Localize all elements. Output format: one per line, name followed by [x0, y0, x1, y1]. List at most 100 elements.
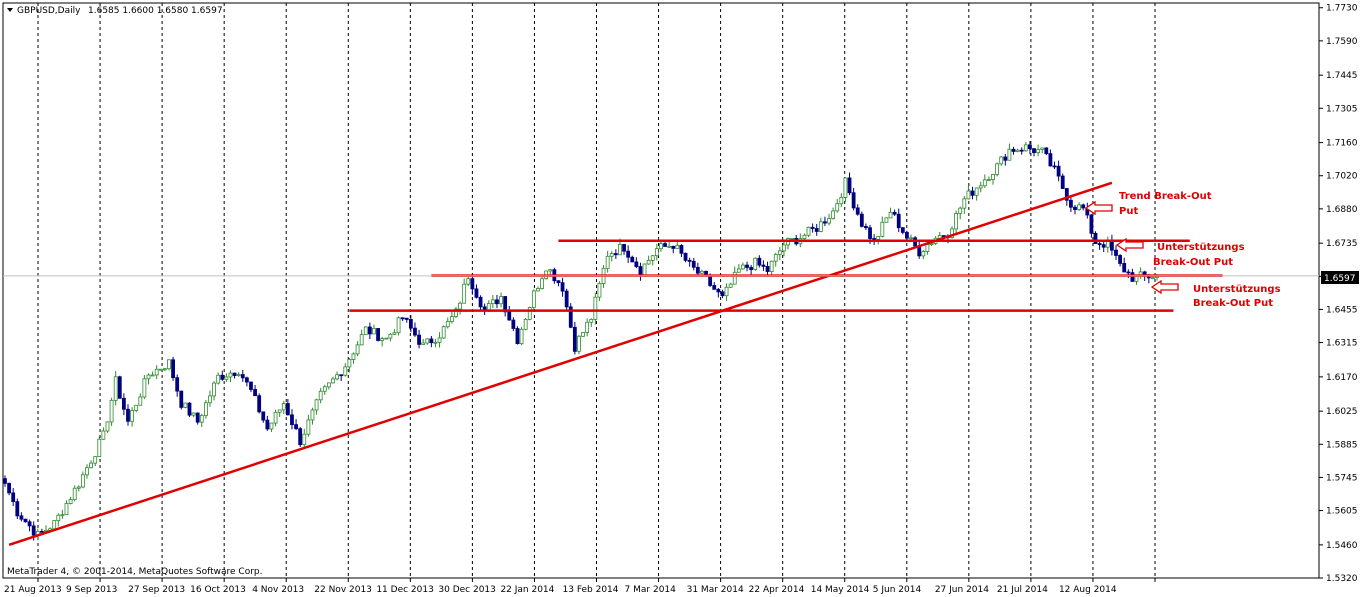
- candle-5: [23, 518, 28, 523]
- x-tick-label-2: 27 Sep 2013: [128, 585, 185, 595]
- candle-255: [1048, 149, 1053, 167]
- candle-115: [474, 284, 479, 299]
- x-tick-label-8: 22 Jan 2014: [500, 585, 554, 595]
- candle-176: [724, 283, 729, 301]
- candle-66: [273, 409, 278, 427]
- candle-195: [802, 233, 807, 240]
- candle-84: [347, 358, 352, 373]
- candle-141: [581, 332, 585, 338]
- y-tick-label-5: 1.7020: [1326, 172, 1358, 182]
- candle-245: [1007, 143, 1012, 161]
- candle-164: [675, 241, 680, 249]
- annotation-3-line2: Break-Out Put: [1193, 298, 1273, 309]
- candle-70: [290, 409, 294, 430]
- candle-6: [27, 519, 32, 532]
- y-tick-label-15: 1.5605: [1326, 507, 1358, 517]
- candle-170: [700, 269, 704, 274]
- y-tick-label-10: 1.6315: [1326, 339, 1358, 349]
- candle-263: [1081, 203, 1086, 211]
- candle-133: [548, 269, 553, 275]
- x-tick-label-12: 22 Apr 2014: [749, 585, 805, 595]
- candle-76: [314, 398, 319, 415]
- y-tick-label-4: 1.7160: [1326, 139, 1358, 149]
- candle-189: [777, 247, 782, 261]
- candle-239: [982, 174, 987, 188]
- candle-180: [741, 262, 745, 270]
- candle-81: [335, 371, 339, 381]
- candle-101: [417, 329, 421, 349]
- candle-187: [769, 260, 774, 276]
- candle-184: [757, 255, 762, 268]
- candle-125: [515, 326, 520, 345]
- candle-138: [568, 303, 573, 329]
- candle-113: [466, 276, 471, 287]
- candle-260: [1069, 195, 1073, 213]
- candle-208: [855, 204, 860, 216]
- candle-200: [823, 216, 827, 227]
- candle-240: [987, 176, 991, 182]
- candle-167: [687, 257, 692, 267]
- candle-198: [814, 223, 819, 236]
- candle-61: [253, 385, 257, 397]
- candle-236: [970, 186, 975, 200]
- candle-71: [294, 419, 298, 431]
- candle-39: [162, 368, 167, 372]
- candle-205: [843, 177, 848, 203]
- x-tick-label-5: 22 Nov 2013: [314, 585, 372, 595]
- candle-188: [773, 252, 778, 267]
- annotation-2-line1: Unterstützungs: [1157, 242, 1245, 253]
- candle-18: [76, 485, 81, 492]
- candle-116: [478, 295, 483, 312]
- candle-95: [392, 329, 397, 336]
- x-axis: 21 Aug 2013 9 Sep 2013 27 Sep 2013 16 Oct 2…: [4, 578, 1156, 595]
- candle-15: [64, 500, 69, 516]
- candle-126: [519, 327, 524, 346]
- candle-139: [572, 321, 577, 355]
- y-tick-label-13: 1.5885: [1326, 440, 1358, 450]
- copyright-footer: MetaTrader 4, © 2001-2014, MetaQuotes So…: [7, 567, 263, 577]
- candle-14: [60, 509, 65, 519]
- candle-106: [437, 332, 442, 348]
- candle-218: [896, 208, 901, 233]
- candle-253: [1040, 147, 1045, 154]
- candle-145: [597, 281, 602, 302]
- candle-190: [782, 240, 786, 257]
- candle-114: [470, 273, 475, 295]
- candle-75: [310, 407, 315, 425]
- candle-77: [318, 387, 323, 404]
- candle-216: [888, 207, 893, 219]
- candle-107: [441, 325, 446, 339]
- candle-9: [39, 528, 44, 533]
- drawn-lines[interactable]: [3, 181, 1319, 547]
- x-tick-label-16: 21 Jul 2014: [997, 585, 1048, 595]
- trend-line[interactable]: [8, 181, 1113, 547]
- candle-162: [667, 242, 672, 248]
- candle-73: [302, 428, 307, 449]
- candle-29: [121, 393, 126, 416]
- candle-47: [195, 412, 200, 425]
- candle-50: [208, 390, 212, 407]
- candle-83: [343, 363, 348, 377]
- chevron-down-icon[interactable]: [7, 8, 13, 12]
- candle-72: [298, 426, 303, 447]
- candle-181: [745, 261, 749, 272]
- candle-65: [269, 422, 274, 432]
- candle-219: [900, 227, 905, 235]
- candle-238: [978, 181, 983, 193]
- candle-234: [962, 196, 967, 214]
- candle-119: [490, 295, 495, 308]
- candle-217: [892, 209, 897, 216]
- candle-25: [105, 421, 110, 433]
- candle-4: [19, 512, 24, 522]
- candle-131: [540, 274, 544, 290]
- y-tick-label-11: 1.6170: [1326, 373, 1358, 383]
- candle-24: [101, 427, 106, 440]
- annotation-1-line2: Put: [1119, 206, 1138, 217]
- candle-154: [634, 257, 639, 269]
- candle-262: [1077, 202, 1082, 211]
- candle-246: [1011, 146, 1016, 155]
- candle-214: [880, 216, 885, 238]
- candle-87: [359, 329, 364, 346]
